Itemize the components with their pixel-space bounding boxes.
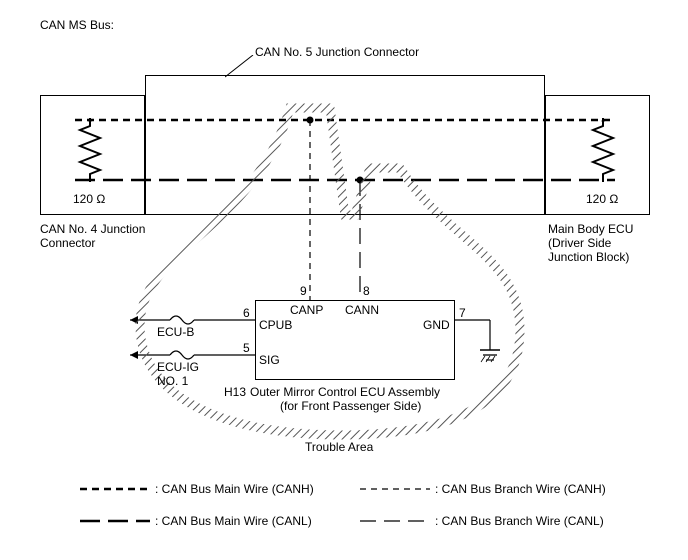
ecuig-label-2: NO. 1: [157, 374, 188, 388]
pin9-num: 9: [300, 284, 307, 298]
legend-main-canl-icon: [80, 516, 150, 526]
pin9-name: CANP: [290, 303, 323, 317]
pin7-name: GND: [423, 318, 450, 332]
pin5-name: SIG: [259, 353, 280, 367]
pin5-num: 5: [243, 341, 250, 355]
pin8-num: 8: [363, 284, 370, 298]
ecu-name-2: (for Front Passenger Side): [280, 399, 421, 413]
legend-branch-canh-icon: [360, 484, 430, 494]
legend-branch-canl: : CAN Bus Branch Wire (CANL): [435, 514, 604, 528]
legend-branch-canh: : CAN Bus Branch Wire (CANH): [435, 482, 606, 496]
legend-main-canh: : CAN Bus Main Wire (CANH): [155, 482, 314, 496]
pin6-num: 6: [243, 306, 250, 320]
legend-branch-canl-icon: [360, 516, 430, 526]
pin6-name: CPUB: [259, 318, 292, 332]
legend-main-canh-icon: [80, 484, 150, 494]
pin8-name: CANN: [345, 303, 379, 317]
ecub-label: ECU-B: [157, 325, 194, 339]
ecuig-label-1: ECU-IG: [157, 360, 199, 374]
trouble-area-label: Trouble Area: [305, 440, 373, 454]
ecu-name-1: Outer Mirror Control ECU Assembly: [250, 385, 440, 399]
pin7-num: 7: [459, 306, 466, 320]
ecu-id: H13: [224, 385, 246, 399]
legend-main-canl: : CAN Bus Main Wire (CANL): [155, 514, 312, 528]
